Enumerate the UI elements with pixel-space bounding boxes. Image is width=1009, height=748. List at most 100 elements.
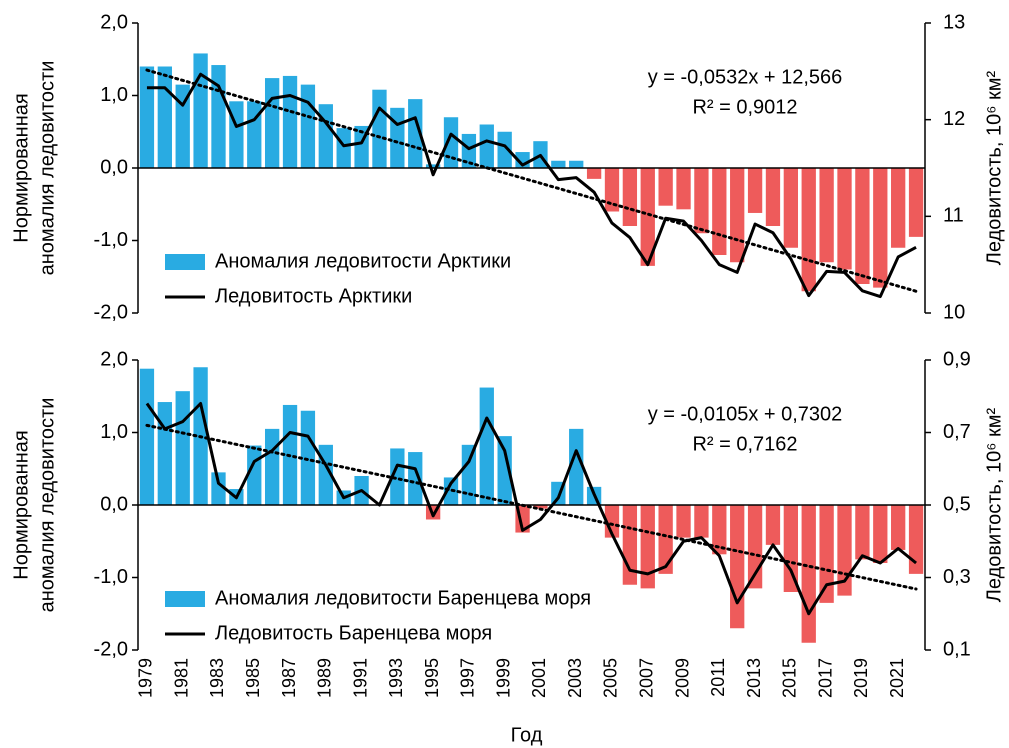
bar bbox=[676, 505, 691, 538]
y-tick-label: -2,0 bbox=[94, 301, 128, 323]
bar bbox=[318, 104, 333, 168]
bar bbox=[264, 78, 280, 168]
x-tick-label: 1983 bbox=[207, 658, 227, 698]
bar bbox=[533, 505, 548, 509]
legend-label: Аномалия ледовитости Арктики bbox=[215, 250, 511, 272]
x-tick-label: 2001 bbox=[529, 658, 549, 698]
bar bbox=[891, 505, 906, 550]
x-tick-label: 2007 bbox=[637, 658, 657, 698]
bar bbox=[765, 168, 781, 226]
bar bbox=[229, 101, 244, 168]
bar bbox=[425, 164, 441, 168]
bar bbox=[336, 128, 351, 168]
x-tick-label: 2009 bbox=[672, 658, 692, 698]
y2-tick-label: 12 bbox=[943, 108, 965, 130]
bar bbox=[819, 505, 834, 603]
y-tick-label: -2,0 bbox=[94, 638, 128, 660]
x-tick-label: 1995 bbox=[422, 658, 442, 698]
bar bbox=[193, 53, 208, 169]
y2-tick-label: 0,7 bbox=[943, 421, 971, 443]
bar bbox=[211, 472, 226, 505]
bar bbox=[658, 505, 673, 574]
bar bbox=[694, 168, 709, 234]
bar bbox=[390, 107, 405, 168]
bar bbox=[908, 168, 924, 237]
y2-tick-label: 0,3 bbox=[943, 566, 971, 588]
bar bbox=[139, 368, 155, 505]
y2-tick-label: 0,9 bbox=[943, 348, 971, 370]
y-axis-label: аномалия ледовитости bbox=[36, 398, 58, 613]
bar bbox=[497, 131, 512, 168]
bar bbox=[801, 168, 816, 292]
bar bbox=[783, 505, 799, 592]
y2-axis-label: Ледовитость, 10⁶ км² bbox=[983, 407, 1005, 602]
bar bbox=[873, 168, 888, 288]
bar bbox=[837, 168, 852, 270]
bar bbox=[658, 168, 673, 206]
bar bbox=[569, 428, 584, 505]
bar bbox=[783, 168, 799, 248]
y-axis-label: аномалия ледовитости bbox=[36, 61, 58, 276]
y-tick-label: 2,0 bbox=[100, 11, 128, 33]
bar bbox=[157, 66, 172, 168]
x-tick-label: 2017 bbox=[815, 658, 835, 698]
y-tick-label: 0,0 bbox=[100, 156, 128, 178]
bar bbox=[730, 505, 745, 629]
bar bbox=[908, 505, 924, 574]
bar bbox=[175, 391, 190, 505]
x-tick-label: 1989 bbox=[315, 658, 335, 698]
y2-tick-label: 11 bbox=[943, 205, 964, 227]
y-axis-label: Нормированная bbox=[10, 430, 32, 579]
bar bbox=[765, 505, 781, 545]
bar bbox=[801, 505, 816, 643]
legend-label: Аномалия ледовитости Баренцева моря bbox=[215, 587, 591, 609]
bar bbox=[640, 505, 655, 589]
y-tick-label: -1,0 bbox=[94, 566, 128, 588]
x-tick-label: 1991 bbox=[350, 658, 370, 698]
bar bbox=[175, 84, 190, 168]
x-tick-label: 2019 bbox=[851, 658, 871, 698]
y2-axis-label: Ледовитость, 10⁶ км² bbox=[983, 70, 1005, 265]
bar bbox=[390, 448, 405, 505]
x-tick-label: 2011 bbox=[708, 658, 728, 697]
bar bbox=[551, 160, 566, 168]
x-tick-label: 1987 bbox=[279, 658, 299, 698]
legend-swatch bbox=[165, 591, 205, 607]
bar bbox=[891, 168, 906, 248]
y-tick-label: 1,0 bbox=[100, 84, 128, 106]
bar bbox=[855, 505, 870, 560]
legend-label: Ледовитость Арктики bbox=[215, 285, 412, 307]
bar bbox=[855, 168, 870, 284]
y-tick-label: 1,0 bbox=[100, 421, 128, 443]
bar bbox=[264, 428, 280, 505]
bar bbox=[676, 168, 691, 210]
x-tick-label: 1979 bbox=[136, 658, 156, 698]
bar bbox=[408, 452, 423, 505]
equation: y = -0,0532x + 12,566 bbox=[648, 66, 843, 88]
bar bbox=[157, 402, 172, 505]
x-tick-label: 2013 bbox=[744, 658, 764, 698]
r-squared: R² = 0,9012 bbox=[692, 96, 797, 118]
trendline bbox=[145, 423, 918, 591]
bar bbox=[408, 99, 423, 168]
bar bbox=[300, 84, 316, 168]
bar bbox=[479, 124, 494, 168]
bar bbox=[694, 505, 709, 538]
bar bbox=[873, 505, 888, 563]
x-tick-label: 2005 bbox=[601, 658, 621, 698]
x-tick-label: 2021 bbox=[887, 658, 907, 698]
y-tick-label: 2,0 bbox=[100, 348, 128, 370]
y2-tick-label: 0,1 bbox=[943, 638, 971, 660]
bar bbox=[479, 387, 494, 505]
r-squared: R² = 0,7162 bbox=[692, 433, 797, 455]
bar bbox=[604, 168, 620, 212]
bar bbox=[247, 445, 262, 505]
y2-tick-label: 13 bbox=[943, 11, 965, 33]
bar bbox=[819, 168, 834, 263]
x-tick-label: 1993 bbox=[386, 658, 406, 698]
bar bbox=[712, 505, 727, 555]
x-tick-label: 1999 bbox=[493, 658, 513, 698]
y2-tick-label: 10 bbox=[943, 301, 965, 323]
x-axis-label: Год bbox=[511, 724, 543, 746]
